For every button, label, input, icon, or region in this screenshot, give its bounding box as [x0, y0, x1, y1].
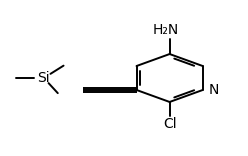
Text: H₂N: H₂N [153, 23, 179, 37]
Text: Si: Si [37, 71, 50, 85]
Text: N: N [208, 83, 218, 97]
Text: Cl: Cl [163, 117, 176, 131]
